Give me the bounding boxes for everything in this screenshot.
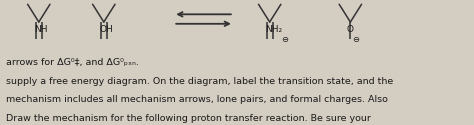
Text: supply a free energy diagram. On the diagram, label the transition state, and th: supply a free energy diagram. On the dia…: [6, 76, 393, 86]
Text: Draw the mechanism for the following proton transfer reaction. Be sure your: Draw the mechanism for the following pro…: [6, 114, 371, 123]
Text: NH₂: NH₂: [265, 25, 283, 34]
Text: ⊖: ⊖: [352, 35, 359, 44]
Text: OH: OH: [100, 25, 113, 34]
Text: NH: NH: [34, 25, 48, 34]
Text: mechanism includes all mechanism arrows, lone pairs, and formal charges. Also: mechanism includes all mechanism arrows,…: [6, 96, 388, 104]
Text: arrows for ΔG⁰‡, and ΔG⁰ₚₓₙ.: arrows for ΔG⁰‡, and ΔG⁰ₚₓₙ.: [6, 58, 139, 66]
Text: ⊖: ⊖: [282, 35, 288, 44]
Text: O: O: [347, 25, 354, 34]
